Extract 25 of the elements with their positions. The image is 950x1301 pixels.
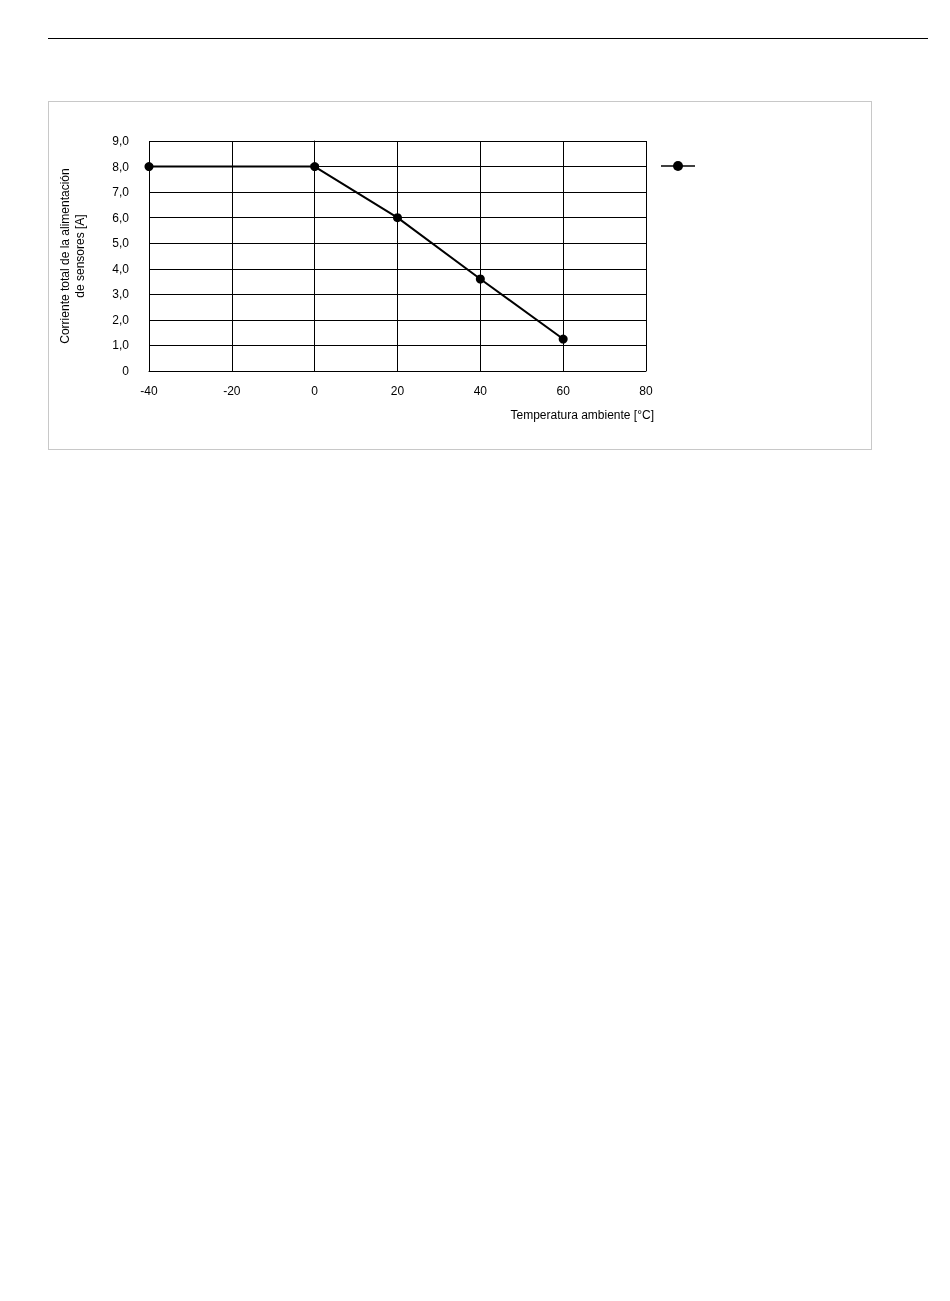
x-tick-label: 40	[473, 384, 488, 398]
y-tick-label: 7,0	[112, 185, 130, 200]
x-tick-label: -20	[223, 384, 241, 398]
x-tick-label: -40	[140, 384, 158, 398]
chart-frame: Corriente total de la alimentación de sensores [A] Temperatura ambiente [°C] 0 1,0 2,0 3,0 4,0 5,0 6,0 7,0 8,0 9,0 -40 -20 0 20 40 60 80	[48, 101, 872, 450]
y-tick-label: 6,0	[112, 210, 130, 225]
x-tick-label: 0	[311, 384, 319, 398]
y-tick-label: 1,0	[112, 338, 130, 353]
point	[558, 334, 568, 344]
point	[393, 213, 402, 223]
point	[144, 162, 154, 172]
y-tick-label: 9,0	[112, 134, 130, 148]
point	[475, 274, 485, 284]
y-tick-label: 0	[122, 364, 130, 378]
x-axis-title: Temperatura ambiente [°C]	[510, 408, 654, 422]
y-tick-label: 3,0	[112, 287, 130, 302]
y-tick-label: 8,0	[112, 159, 130, 174]
point	[310, 162, 320, 172]
y-tick-label: 4,0	[112, 261, 130, 276]
y-axis-title: Corriente total de la alimentación de sensores [A]	[57, 168, 87, 344]
x-tick-label: 60	[556, 384, 571, 398]
y-tick-label: 5,0	[112, 236, 130, 251]
x-tick-label: 20	[390, 384, 405, 398]
y-tick-label: 2,0	[112, 312, 130, 327]
x-tick-label: 80	[639, 384, 653, 398]
